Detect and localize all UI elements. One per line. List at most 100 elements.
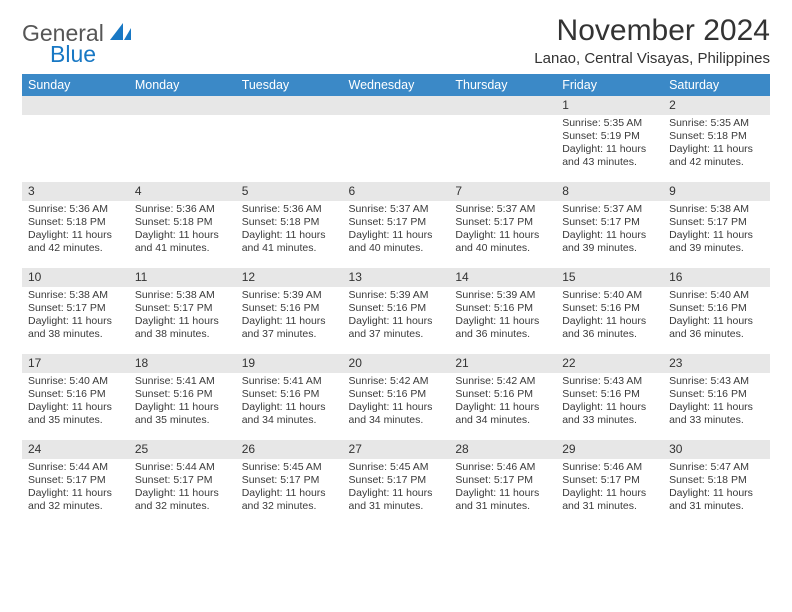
sunset-line: Sunset: 5:16 PM (28, 388, 123, 401)
day-number: 6 (343, 182, 450, 201)
sunset-line: Sunset: 5:16 PM (669, 388, 764, 401)
sunset-line: Sunset: 5:17 PM (562, 216, 657, 229)
daylight-line: Daylight: 11 hours and 43 minutes. (562, 143, 657, 169)
calendar-day-cell: 1Sunrise: 5:35 AMSunset: 5:19 PMDaylight… (556, 96, 663, 182)
title-block: November 2024 Lanao, Central Visayas, Ph… (534, 14, 770, 67)
daylight-line: Daylight: 11 hours and 34 minutes. (349, 401, 444, 427)
weekday-header: Tuesday (236, 74, 343, 96)
daylight-line: Daylight: 11 hours and 40 minutes. (455, 229, 550, 255)
sunrise-line: Sunrise: 5:38 AM (669, 203, 764, 216)
day-details: Sunrise: 5:41 AMSunset: 5:16 PMDaylight:… (129, 375, 236, 431)
header: General Blue November 2024 Lanao, Centra… (22, 14, 770, 68)
sunrise-line: Sunrise: 5:39 AM (242, 289, 337, 302)
calendar-day-cell: 20Sunrise: 5:42 AMSunset: 5:16 PMDayligh… (343, 354, 450, 440)
location: Lanao, Central Visayas, Philippines (534, 50, 770, 67)
calendar-day-cell: 8Sunrise: 5:37 AMSunset: 5:17 PMDaylight… (556, 182, 663, 268)
sunrise-line: Sunrise: 5:37 AM (349, 203, 444, 216)
sail-icon (110, 23, 132, 46)
daylight-line: Daylight: 11 hours and 37 minutes. (242, 315, 337, 341)
sunset-line: Sunset: 5:18 PM (135, 216, 230, 229)
day-details: Sunrise: 5:37 AMSunset: 5:17 PMDaylight:… (343, 203, 450, 259)
calendar-week-row: 24Sunrise: 5:44 AMSunset: 5:17 PMDayligh… (22, 440, 770, 526)
sunrise-line: Sunrise: 5:35 AM (562, 117, 657, 130)
sunrise-line: Sunrise: 5:35 AM (669, 117, 764, 130)
sunrise-line: Sunrise: 5:36 AM (28, 203, 123, 216)
sunrise-line: Sunrise: 5:39 AM (349, 289, 444, 302)
sunrise-line: Sunrise: 5:44 AM (135, 461, 230, 474)
sunset-line: Sunset: 5:16 PM (455, 302, 550, 315)
day-details: Sunrise: 5:45 AMSunset: 5:17 PMDaylight:… (343, 461, 450, 517)
sunset-line: Sunset: 5:16 PM (349, 302, 444, 315)
day-details: Sunrise: 5:37 AMSunset: 5:17 PMDaylight:… (449, 203, 556, 259)
calendar-day-cell (129, 96, 236, 182)
day-details: Sunrise: 5:47 AMSunset: 5:18 PMDaylight:… (663, 461, 770, 517)
calendar-day-cell: 7Sunrise: 5:37 AMSunset: 5:17 PMDaylight… (449, 182, 556, 268)
calendar-day-cell: 12Sunrise: 5:39 AMSunset: 5:16 PMDayligh… (236, 268, 343, 354)
day-details: Sunrise: 5:46 AMSunset: 5:17 PMDaylight:… (556, 461, 663, 517)
day-number: 12 (236, 268, 343, 287)
calendar-day-cell: 29 Sunrise: 5:46 AMSunset: 5:17 PMDayligh… (556, 440, 663, 526)
sunrise-line: Sunrise: 5:38 AM (28, 289, 123, 302)
calendar-table: SundayMondayTuesdayWednesdayThursdayFrid… (22, 74, 770, 526)
sunrise-line: Sunrise: 5:38 AM (135, 289, 230, 302)
sunrise-line: Sunrise: 5:45 AM (349, 461, 444, 474)
calendar-day-cell: 9Sunrise: 5:38 AMSunset: 5:17 PMDaylight… (663, 182, 770, 268)
calendar-day-cell: 24Sunrise: 5:44 AMSunset: 5:17 PMDayligh… (22, 440, 129, 526)
calendar-day-cell: 2Sunrise: 5:35 AMSunset: 5:18 PMDaylight… (663, 96, 770, 182)
sunset-line: Sunset: 5:17 PM (28, 302, 123, 315)
daylight-line: Daylight: 11 hours and 31 minutes. (562, 487, 657, 513)
day-number: 16 (663, 268, 770, 287)
day-number: 5 (236, 182, 343, 201)
day-number: 15 (556, 268, 663, 287)
sunset-line: Sunset: 5:16 PM (135, 388, 230, 401)
daylight-line: Daylight: 11 hours and 40 minutes. (349, 229, 444, 255)
calendar-day-cell (343, 96, 450, 182)
calendar-day-cell: 26Sunrise: 5:45 AMSunset: 5:17 PMDayligh… (236, 440, 343, 526)
daylight-line: Daylight: 11 hours and 34 minutes. (455, 401, 550, 427)
calendar-day-cell: 15Sunrise: 5:40 AMSunset: 5:16 PMDayligh… (556, 268, 663, 354)
daylight-line: Daylight: 11 hours and 31 minutes. (669, 487, 764, 513)
calendar-day-cell: 28Sunrise: 5:46 AMSunset: 5:17 PMDayligh… (449, 440, 556, 526)
daylight-line: Daylight: 11 hours and 34 minutes. (242, 401, 337, 427)
day-number: 9 (663, 182, 770, 201)
daylight-line: Daylight: 11 hours and 36 minutes. (455, 315, 550, 341)
sunrise-line: Sunrise: 5:47 AM (669, 461, 764, 474)
day-number: 2 (663, 96, 770, 115)
daylight-line: Daylight: 11 hours and 39 minutes. (669, 229, 764, 255)
daylight-line: Daylight: 11 hours and 41 minutes. (242, 229, 337, 255)
daylight-line: Daylight: 11 hours and 32 minutes. (28, 487, 123, 513)
daylight-line: Daylight: 11 hours and 42 minutes. (28, 229, 123, 255)
sunset-line: Sunset: 5:18 PM (28, 216, 123, 229)
calendar-day-cell: 14Sunrise: 5:39 AMSunset: 5:16 PMDayligh… (449, 268, 556, 354)
sunrise-line: Sunrise: 5:40 AM (28, 375, 123, 388)
daylight-line: Daylight: 11 hours and 42 minutes. (669, 143, 764, 169)
day-number: 20 (343, 354, 450, 373)
sunset-line: Sunset: 5:17 PM (349, 474, 444, 487)
calendar-day-cell: 17Sunrise: 5:40 AMSunset: 5:16 PMDayligh… (22, 354, 129, 440)
calendar-day-cell: 25Sunrise: 5:44 AMSunset: 5:17 PMDayligh… (129, 440, 236, 526)
sunset-line: Sunset: 5:17 PM (349, 216, 444, 229)
day-number: 29 (556, 440, 663, 459)
day-details: Sunrise: 5:40 AMSunset: 5:16 PMDaylight:… (22, 375, 129, 431)
day-details: Sunrise: 5:36 AMSunset: 5:18 PMDaylight:… (129, 203, 236, 259)
day-number: 27 (343, 440, 450, 459)
day-number: 23 (663, 354, 770, 373)
day-number-empty (22, 96, 129, 115)
calendar-day-cell: 22Sunrise: 5:43 AMSunset: 5:16 PMDayligh… (556, 354, 663, 440)
day-number-empty (449, 96, 556, 115)
weekday-header-row: SundayMondayTuesdayWednesdayThursdayFrid… (22, 74, 770, 96)
day-details: Sunrise: 5:39 AMSunset: 5:16 PMDaylight:… (343, 289, 450, 345)
calendar-day-cell: 21Sunrise: 5:42 AMSunset: 5:16 PMDayligh… (449, 354, 556, 440)
day-details: Sunrise: 5:43 AMSunset: 5:16 PMDaylight:… (556, 375, 663, 431)
daylight-line: Daylight: 11 hours and 35 minutes. (28, 401, 123, 427)
weekday-header: Sunday (22, 74, 129, 96)
calendar-day-cell: 27 Sunrise: 5:45 AMSunset: 5:17 PMDayligh… (343, 440, 450, 526)
sunrise-line: Sunrise: 5:45 AM (242, 461, 337, 474)
sunrise-line: Sunrise: 5:41 AM (135, 375, 230, 388)
calendar-week-row: 17Sunrise: 5:40 AMSunset: 5:16 PMDayligh… (22, 354, 770, 440)
calendar-week-row: 3Sunrise: 5:36 AMSunset: 5:18 PMDaylight… (22, 182, 770, 268)
day-number-empty (343, 96, 450, 115)
day-number: 10 (22, 268, 129, 287)
calendar-day-cell: 10Sunrise: 5:38 AMSunset: 5:17 PMDayligh… (22, 268, 129, 354)
daylight-line: Daylight: 11 hours and 32 minutes. (242, 487, 337, 513)
